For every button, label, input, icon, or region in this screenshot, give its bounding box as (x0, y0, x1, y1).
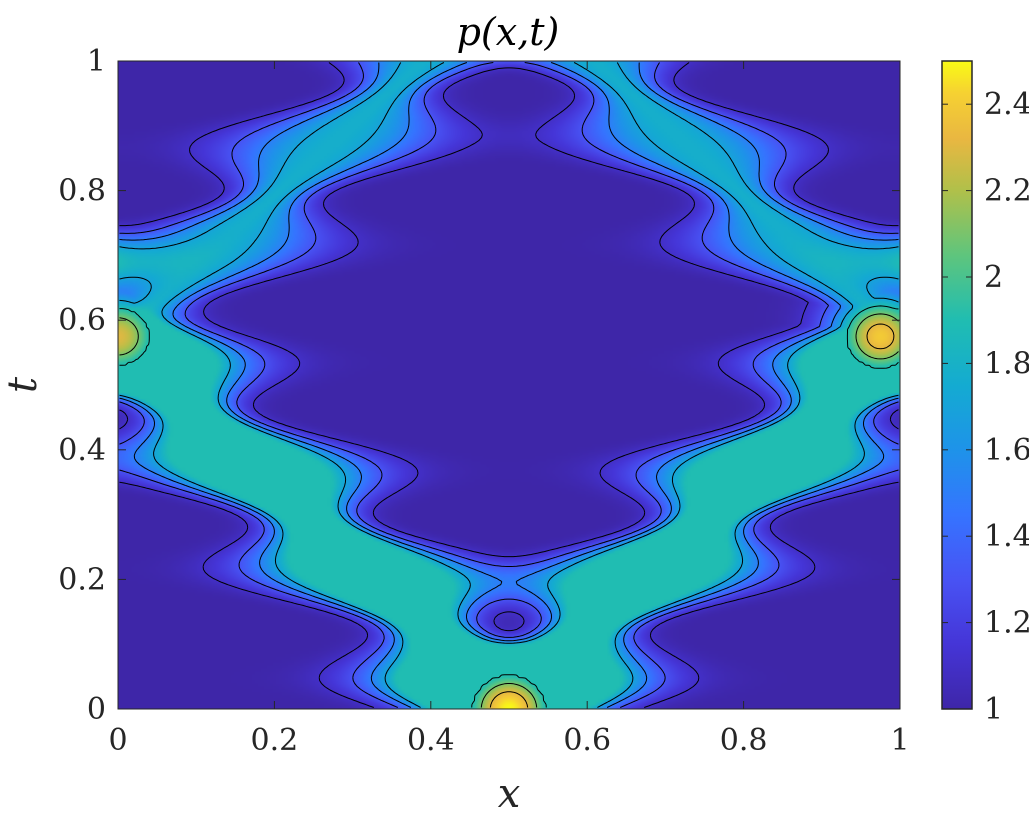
colorbar-tick-label: 2 (984, 260, 1003, 295)
x-tick-label: 0 (108, 723, 127, 758)
colorbar-tick-label: 1 (984, 692, 1003, 727)
contour-line (119, 62, 899, 708)
plot-frame (117, 60, 901, 710)
colorbar-tick-label: 2.4 (984, 87, 1029, 122)
colorbar-tick-label: 1.8 (984, 346, 1029, 381)
y-tick-label: 0.4 (58, 433, 106, 468)
colorbar-tick-label: 1.6 (984, 433, 1029, 468)
y-tick-label: 1 (87, 44, 106, 79)
x-tick-label: 0.8 (720, 723, 768, 758)
contour-lines (119, 62, 899, 708)
chart-title: p(x,t) (457, 10, 560, 54)
colorbar-tick-label: 1.4 (984, 519, 1029, 554)
contour-line (119, 62, 899, 708)
contour-line (119, 305, 899, 708)
x-tick-label: 0.4 (407, 723, 455, 758)
contour-line (489, 323, 895, 708)
x-tick-label: 0.2 (251, 723, 299, 758)
y-axis-label: t (0, 376, 46, 393)
y-tick-label: 0.8 (58, 174, 106, 209)
colorbar-ticks: 1 1.2 1.4 1.6 1.8 2 2.2 2.4 (942, 87, 1029, 727)
colorbar-tick-label: 1.2 (984, 606, 1029, 641)
y-tick-label: 0 (87, 692, 106, 727)
contour-line (119, 62, 899, 708)
colorbar-bar (941, 60, 973, 710)
y-tick-label: 0.6 (58, 303, 106, 338)
colorbar-tick-label: 2.2 (984, 174, 1029, 209)
y-axis-ticks: 0 0.2 0.4 0.6 0.8 1 (58, 44, 900, 727)
y-tick-label: 0.2 (58, 562, 106, 597)
colorbar: 1 1.2 1.4 1.6 1.8 2 2.2 2.4 (941, 60, 1029, 727)
plot-area (117, 60, 901, 710)
x-tick-label: 1 (890, 723, 909, 758)
contour-line (119, 62, 899, 708)
contour-line (119, 313, 899, 708)
x-axis-label: x (498, 771, 521, 813)
x-axis-ticks: 0 0.2 0.4 0.6 0.8 1 (108, 61, 910, 758)
x-tick-label: 0.6 (563, 723, 611, 758)
heatmap-image (118, 61, 900, 709)
